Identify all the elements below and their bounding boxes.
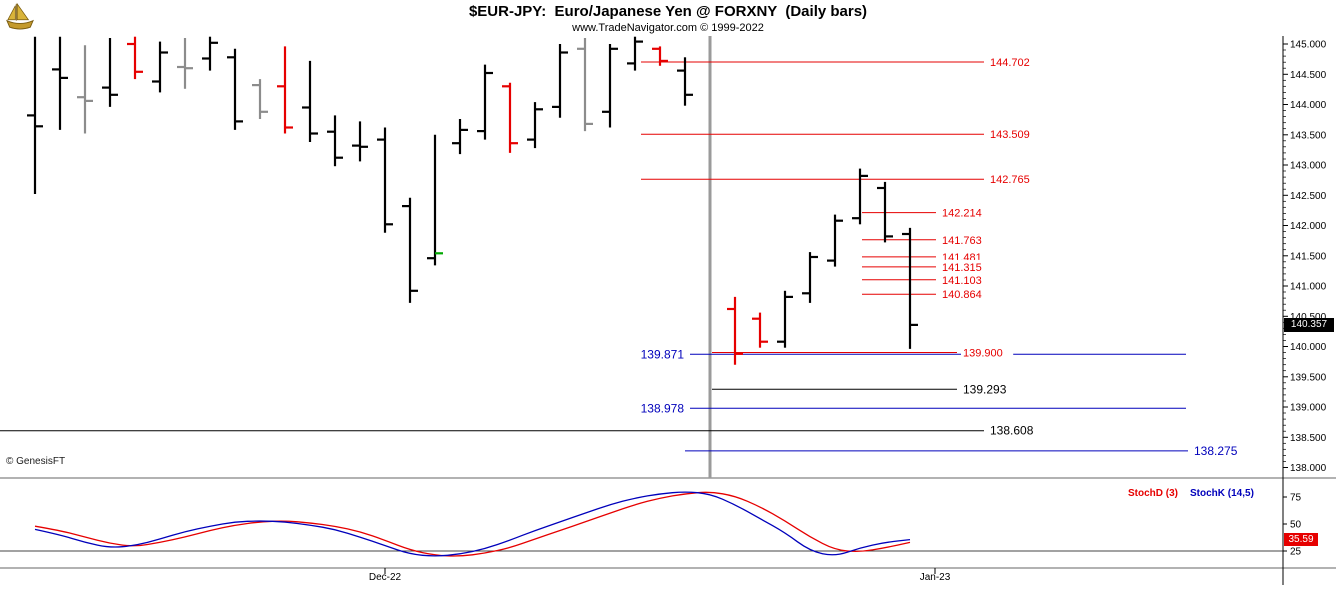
price-axis-label: 143.000 bbox=[1290, 161, 1327, 172]
genesis-logo-icon bbox=[3, 2, 37, 30]
price-axis-label: 143.500 bbox=[1290, 130, 1327, 141]
chart-title: $EUR-JPY: Euro/Japanese Yen @ FORXNY (Da… bbox=[468, 3, 868, 20]
level-label-144.702[interactable]: 144.702 bbox=[990, 57, 1030, 69]
level-label-143.509[interactable]: 143.509 bbox=[990, 129, 1030, 141]
price-axis-label: 140.000 bbox=[1290, 342, 1327, 353]
level-label-138.608[interactable]: 138.608 bbox=[990, 424, 1034, 438]
last-price-badge: 140.357 bbox=[1284, 318, 1334, 332]
x-axis-label-dec22: Dec-22 bbox=[368, 572, 402, 583]
stoch-axis-label: 50 bbox=[1290, 520, 1302, 531]
stochd-indicator-label[interactable]: StochD (3) bbox=[1128, 488, 1178, 499]
level-label-bg bbox=[940, 259, 993, 274]
chart-subtitle: www.TradeNavigator.com © 1999-2022 bbox=[572, 22, 764, 34]
level-label-140.864[interactable]: 140.864 bbox=[942, 289, 982, 301]
level-label-142.214[interactable]: 142.214 bbox=[942, 208, 982, 220]
level-label-139.293[interactable]: 139.293 bbox=[963, 382, 1007, 396]
level-label-142.765[interactable]: 142.765 bbox=[990, 174, 1030, 186]
stochk-line bbox=[34, 491, 911, 557]
level-label-bg bbox=[988, 55, 1041, 69]
price-axis-label: 141.000 bbox=[1290, 282, 1327, 293]
level-label-138.275[interactable]: 138.275 bbox=[1194, 444, 1238, 458]
price-axis-label: 138.500 bbox=[1290, 433, 1327, 444]
level-label-bg bbox=[961, 382, 1014, 397]
stoch-value-badge: 35.59 bbox=[1284, 533, 1318, 546]
gold-ship-icon bbox=[6, 2, 34, 30]
level-label-139.900[interactable]: 139.900 bbox=[963, 348, 1003, 360]
level-label-bg bbox=[988, 423, 1041, 438]
price-axis-label: 138.000 bbox=[1290, 463, 1327, 474]
price-axis-label: 142.000 bbox=[1290, 221, 1327, 232]
level-label-bg bbox=[940, 205, 993, 220]
level-label-139.871[interactable]: 139.871 bbox=[641, 347, 685, 361]
genesisft-watermark: © GenesisFT bbox=[6, 456, 66, 467]
price-axis-label: 141.500 bbox=[1290, 251, 1327, 262]
stochd-line bbox=[34, 491, 911, 557]
level-label-bg bbox=[1192, 443, 1245, 458]
stochk-indicator-label[interactable]: StochK (14,5) bbox=[1190, 488, 1254, 499]
level-label-bg bbox=[940, 272, 993, 287]
level-label-bg bbox=[940, 287, 993, 302]
level-label-bg bbox=[988, 172, 1041, 187]
price-axis-label: 145.000 bbox=[1290, 40, 1327, 51]
price-axis-label: 144.000 bbox=[1290, 100, 1327, 111]
stoch-legend: StochD (3) StochK (14,5) bbox=[1128, 488, 1254, 499]
level-label-141.763[interactable]: 141.763 bbox=[942, 235, 982, 247]
x-axis-label-jan23: Jan-23 bbox=[919, 572, 951, 583]
level-label-bg bbox=[940, 232, 993, 247]
level-label-bg bbox=[631, 401, 684, 416]
level-label-bg bbox=[961, 345, 1014, 360]
level-label-bg bbox=[988, 127, 1041, 142]
stoch-axis-label: 25 bbox=[1290, 547, 1302, 558]
stoch-axis-label: 75 bbox=[1290, 493, 1302, 504]
level-label-138.978[interactable]: 138.978 bbox=[641, 401, 685, 415]
price-axis-label: 144.500 bbox=[1290, 70, 1327, 81]
level-label-bg bbox=[631, 347, 684, 362]
price-axis-label: 140.500 bbox=[1290, 312, 1327, 323]
level-label-141.103[interactable]: 141.103 bbox=[942, 275, 982, 287]
price-axis-label: 142.500 bbox=[1290, 191, 1327, 202]
price-axis-label: 139.500 bbox=[1290, 372, 1327, 383]
price-axis-label: 139.000 bbox=[1290, 403, 1327, 414]
level-label-141.315[interactable]: 141.315 bbox=[942, 262, 982, 274]
